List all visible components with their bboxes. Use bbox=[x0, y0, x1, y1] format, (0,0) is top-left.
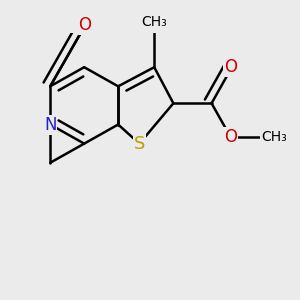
Text: CH₃: CH₃ bbox=[261, 130, 287, 144]
Text: O: O bbox=[78, 16, 91, 34]
Text: S: S bbox=[134, 135, 145, 153]
Text: O: O bbox=[224, 58, 237, 76]
Text: CH₃: CH₃ bbox=[141, 15, 167, 28]
Text: O: O bbox=[224, 128, 237, 146]
Text: N: N bbox=[44, 116, 56, 134]
